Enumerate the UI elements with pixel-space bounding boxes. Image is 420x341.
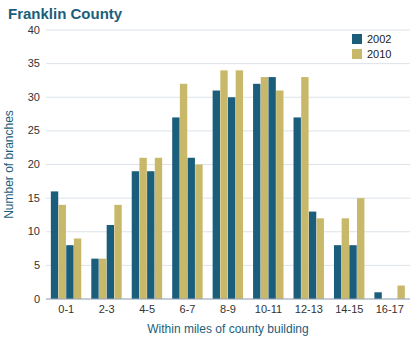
y-tick-label: 0 [34, 293, 40, 305]
x-tick-label: 16-17 [376, 303, 404, 315]
bar [107, 225, 114, 299]
bar [268, 77, 275, 299]
x-tick-label: 10-11 [255, 303, 282, 315]
bar [172, 117, 179, 299]
title: Franklin County [8, 5, 123, 22]
bar [213, 91, 220, 299]
bar [294, 117, 301, 299]
y-tick-label: 25 [28, 124, 40, 136]
bar [180, 84, 187, 299]
grid-line [46, 30, 410, 31]
x-tick-label: 14-15 [335, 303, 363, 315]
x-tick-label: 6-7 [180, 303, 196, 315]
bar [253, 84, 260, 299]
legend-swatch [352, 49, 362, 59]
bar [147, 171, 154, 299]
y-tick-label: 5 [34, 259, 40, 271]
x-tick-label: 2-3 [99, 303, 115, 315]
bar [51, 191, 58, 299]
bar [261, 77, 268, 299]
bar [74, 238, 81, 299]
y-tick-label: 30 [28, 91, 40, 103]
chart-container: 0 5 10 15 20 25 30 35 40 0-1 2-3 4-5 6-7 8-9 10-11 12-1… [0, 0, 420, 341]
x-tick-label: 0-1 [58, 303, 74, 315]
bar [301, 77, 308, 299]
y-axis-label: Number of branches [2, 110, 16, 219]
bar [228, 97, 235, 299]
legend-swatch [352, 34, 362, 44]
bar [59, 205, 66, 299]
bar [91, 259, 98, 299]
bar [99, 259, 106, 299]
bar [220, 70, 227, 299]
y-tick-label: 10 [28, 225, 40, 237]
x-tick-label: 8-9 [220, 303, 236, 315]
legend: 2002 2010 [352, 33, 391, 60]
bar [317, 218, 324, 299]
x-tick-label: 12-13 [295, 303, 323, 315]
y-tick-label: 40 [28, 24, 40, 36]
grid [46, 30, 410, 299]
bar [276, 91, 283, 299]
bar [195, 165, 202, 300]
y-tick-label: 35 [28, 57, 40, 69]
bar [66, 245, 73, 299]
bar [397, 286, 404, 299]
bar [334, 245, 341, 299]
bar [342, 218, 349, 299]
bar [309, 212, 316, 299]
bar [139, 158, 146, 299]
bar [374, 292, 381, 299]
bar [114, 205, 121, 299]
grid-line [46, 63, 410, 64]
chart-svg: 0 5 10 15 20 25 30 35 40 0-1 2-3 4-5 6-7 8-9 10-11 12-1… [0, 0, 420, 341]
legend-label: 2010 [367, 48, 391, 60]
y-tick-label: 15 [28, 192, 40, 204]
bar [188, 158, 195, 299]
x-axis-line [46, 299, 410, 300]
bar [357, 198, 364, 299]
bar [155, 158, 162, 299]
bar [236, 70, 243, 299]
grid-line [46, 299, 410, 300]
bar [132, 171, 139, 299]
bar [349, 245, 356, 299]
x-tick-label: 4-5 [139, 303, 155, 315]
x-axis-label: Within miles of county building [147, 322, 308, 336]
legend-label: 2002 [367, 33, 391, 45]
y-tick-label: 20 [28, 158, 40, 170]
bars [51, 70, 405, 299]
